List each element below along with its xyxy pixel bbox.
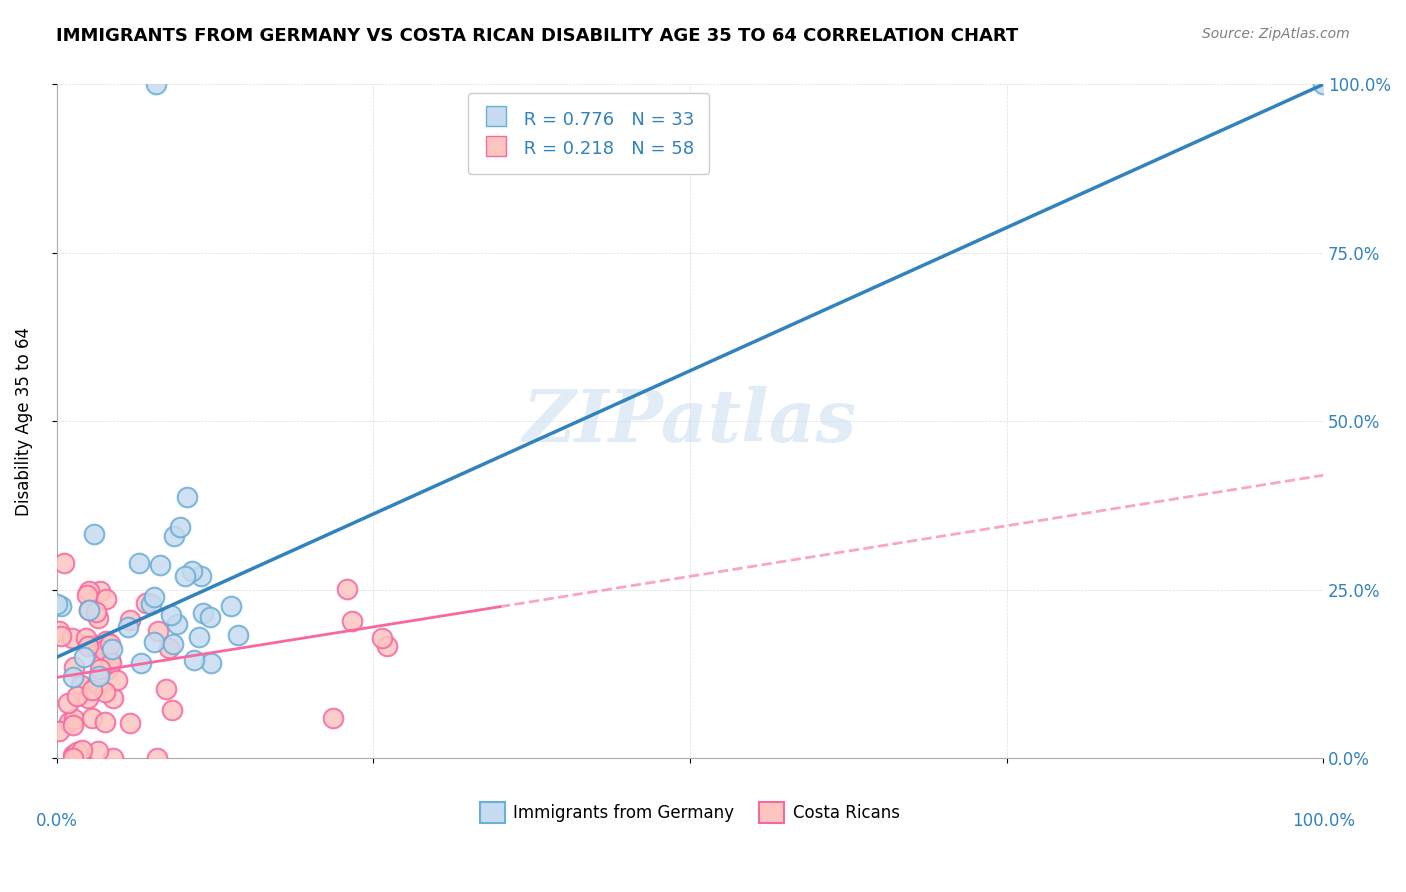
Point	[93, 643, 115, 657]
Point	[129, 656, 152, 670]
Point	[200, 657, 222, 671]
Point	[142, 634, 165, 648]
Point	[48, 723, 70, 738]
Point	[181, 564, 204, 578]
Point	[66, 745, 89, 759]
Point	[103, 751, 125, 765]
Point	[157, 640, 180, 655]
Point	[219, 599, 242, 613]
Text: IMMIGRANTS FROM GERMANY VS COSTA RICAN DISABILITY AGE 35 TO 64 CORRELATION CHART: IMMIGRANTS FROM GERMANY VS COSTA RICAN D…	[56, 27, 1018, 45]
Point	[143, 590, 166, 604]
Point	[77, 639, 100, 653]
Point	[100, 653, 122, 667]
Point	[48, 624, 70, 638]
Point	[77, 603, 100, 617]
Text: 100.0%: 100.0%	[1292, 813, 1354, 830]
Point	[146, 624, 169, 639]
Point	[62, 718, 84, 732]
Point	[79, 584, 101, 599]
Point	[145, 78, 167, 92]
Point	[105, 673, 128, 688]
Point	[375, 639, 398, 653]
Point	[62, 670, 84, 684]
Point	[169, 520, 191, 534]
Point	[82, 711, 104, 725]
Point	[94, 684, 117, 698]
Point	[94, 592, 117, 607]
Point	[198, 610, 221, 624]
Point	[226, 627, 249, 641]
Text: 0.0%: 0.0%	[35, 813, 77, 830]
Point	[173, 569, 195, 583]
Point	[155, 681, 177, 696]
Point	[62, 747, 84, 762]
Point	[46, 597, 69, 611]
Point	[120, 715, 142, 730]
Point	[101, 691, 124, 706]
Point	[176, 490, 198, 504]
Point	[183, 653, 205, 667]
Point	[63, 712, 86, 726]
Point	[117, 620, 139, 634]
Point	[66, 689, 89, 703]
Point	[87, 610, 110, 624]
Point	[101, 642, 124, 657]
Point	[146, 751, 169, 765]
Point	[72, 649, 94, 664]
Point	[84, 605, 107, 619]
Point	[87, 744, 110, 758]
Point	[83, 527, 105, 541]
Point	[1312, 78, 1334, 92]
Point	[100, 657, 122, 671]
Point	[89, 669, 111, 683]
Point	[159, 607, 181, 622]
Point	[135, 595, 157, 609]
Point	[191, 606, 214, 620]
Point	[69, 678, 91, 692]
Point	[91, 657, 114, 671]
Point	[62, 751, 84, 765]
Point	[94, 714, 117, 729]
Point	[371, 631, 394, 645]
Point	[60, 631, 83, 645]
Point	[76, 691, 98, 706]
Point	[86, 677, 108, 691]
Point	[62, 660, 84, 674]
Point	[340, 615, 363, 629]
Point	[53, 557, 76, 571]
Point	[162, 637, 184, 651]
Point	[141, 597, 163, 611]
Point	[83, 638, 105, 652]
Point	[49, 629, 72, 643]
Point	[76, 588, 98, 602]
Point	[166, 617, 188, 632]
Point	[89, 583, 111, 598]
Point	[160, 703, 183, 717]
Point	[98, 637, 121, 651]
Point	[190, 569, 212, 583]
Point	[128, 556, 150, 570]
Point	[89, 661, 111, 675]
Point	[80, 682, 103, 697]
Point	[58, 714, 80, 729]
Point	[77, 603, 100, 617]
Point	[322, 711, 344, 725]
Point	[118, 613, 141, 627]
Point	[56, 696, 79, 710]
Text: Source: ZipAtlas.com: Source: ZipAtlas.com	[1202, 27, 1350, 41]
Legend: Immigrants from Germany, Costa Ricans: Immigrants from Germany, Costa Ricans	[471, 794, 908, 830]
Point	[75, 631, 97, 645]
Point	[336, 582, 359, 596]
Text: ZIPatlas: ZIPatlas	[523, 386, 856, 457]
Point	[97, 662, 120, 676]
Point	[96, 634, 118, 648]
Point	[187, 630, 209, 644]
Point	[149, 558, 172, 572]
Y-axis label: Disability Age 35 to 64: Disability Age 35 to 64	[15, 326, 32, 516]
Point	[65, 751, 87, 765]
Point	[163, 529, 186, 543]
Point	[70, 743, 93, 757]
Point	[49, 599, 72, 613]
